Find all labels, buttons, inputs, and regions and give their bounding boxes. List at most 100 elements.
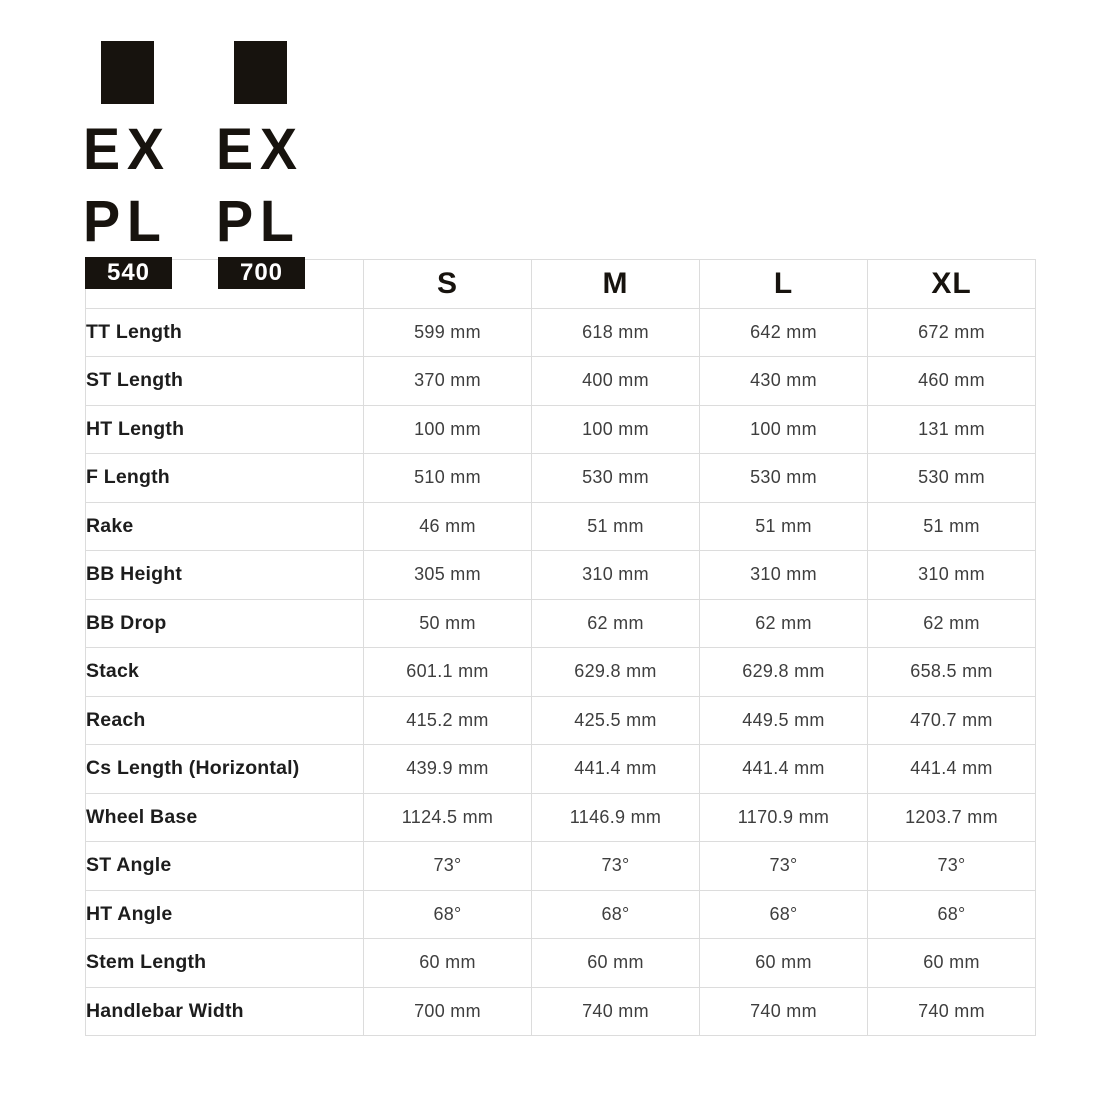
geometry-value-cell: 68° [363,889,532,939]
geometry-value-cell: 46 mm [363,501,532,551]
geometry-value-cell: 73° [531,841,700,891]
geometry-value-cell: 618 mm [531,307,700,357]
geometry-value-cell: 425.5 mm [531,695,700,745]
row-label: BB Drop [85,598,364,648]
geometry-value-cell: 305 mm [363,550,532,600]
row-label: ST Angle [85,841,364,891]
table-row: F Length 510 mm 530 mm 530 mm 530 mm [85,453,1036,503]
row-label: Handlebar Width [85,986,364,1036]
geometry-value-cell: 1146.9 mm [531,792,700,842]
geometry-value-cell: 310 mm [531,550,700,600]
geometry-value-cell: 740 mm [699,986,868,1036]
row-label: Stack [85,647,364,697]
geometry-value-cell: 439.9 mm [363,744,532,794]
table-row: Cs Length (Horizontal) 439.9 mm 441.4 mm 44… [85,744,1036,794]
geometry-value-cell: 601.1 mm [363,647,532,697]
geometry-value-cell: 1203.7 mm [867,792,1036,842]
geometry-value-cell: 50 mm [363,598,532,648]
row-label: F Length [85,453,364,503]
row-label: ST Length [85,356,364,406]
logo-word-top: EX [216,117,304,182]
table-row: Stack 601.1 mm 629.8 mm 629.8 mm 658.5 mm [85,647,1036,697]
table-row: HT Angle 68° 68° 68° 68° [85,889,1036,939]
geometry-value-cell: 672 mm [867,307,1036,357]
geometry-value-cell: 400 mm [531,356,700,406]
logo-expl-700: EX PL 700 [216,41,306,291]
logo-expl-540: EX PL 540 [83,41,173,291]
geometry-value-cell: 51 mm [867,501,1036,551]
table-row: Stem Length 60 mm 60 mm 60 mm 60 mm [85,938,1036,988]
geometry-value-cell: 62 mm [699,598,868,648]
geometry-value-cell: 629.8 mm [699,647,868,697]
geometry-value-cell: 415.2 mm [363,695,532,745]
row-label: TT Length [85,307,364,357]
geometry-value-cell: 60 mm [363,938,532,988]
logo-word-top: EX [83,117,171,182]
brand-square-icon [234,41,287,104]
geometry-value-cell: 510 mm [363,453,532,503]
geometry-value-cell: 73° [699,841,868,891]
geometry-value-cell: 62 mm [531,598,700,648]
geometry-value-cell: 740 mm [867,986,1036,1036]
geometry-value-cell: 60 mm [531,938,700,988]
geometry-value-cell: 441.4 mm [867,744,1036,794]
geometry-value-cell: 310 mm [699,550,868,600]
geometry-value-cell: 658.5 mm [867,647,1036,697]
logo-word-bottom: PL [216,189,301,254]
model-size-badge-540: 540 [85,257,172,289]
geometry-value-cell: 51 mm [699,501,868,551]
row-label: Stem Length [85,938,364,988]
size-column-header-s: S [363,259,532,309]
geometry-value-cell: 460 mm [867,356,1036,406]
row-label: Cs Length (Horizontal) [85,744,364,794]
geometry-value-cell: 642 mm [699,307,868,357]
geometry-value-cell: 430 mm [699,356,868,406]
size-column-header-l: L [699,259,868,309]
row-label: Reach [85,695,364,745]
geometry-value-cell: 100 mm [699,404,868,454]
row-label: Rake [85,501,364,551]
size-column-header-m: M [531,259,700,309]
table-body: TT Length 599 mm 618 mm 642 mm 672 mm ST Leng… [85,307,1036,1036]
geometry-value-cell: 700 mm [363,986,532,1036]
geometry-value-cell: 1170.9 mm [699,792,868,842]
geometry-value-cell: 131 mm [867,404,1036,454]
geometry-value-cell: 449.5 mm [699,695,868,745]
geometry-value-cell: 1124.5 mm [363,792,532,842]
table-row: Wheel Base 1124.5 mm 1146.9 mm 1170.9 mm 120… [85,792,1036,842]
geometry-value-cell: 100 mm [531,404,700,454]
row-label: HT Length [85,404,364,454]
geometry-value-cell: 370 mm [363,356,532,406]
geometry-value-cell: 73° [363,841,532,891]
geometry-value-cell: 73° [867,841,1036,891]
row-label: Wheel Base [85,792,364,842]
row-label: HT Angle [85,889,364,939]
geometry-value-cell: 599 mm [363,307,532,357]
geometry-value-cell: 62 mm [867,598,1036,648]
model-size-badge-700: 700 [218,257,305,289]
geometry-value-cell: 68° [531,889,700,939]
row-label: BB Height [85,550,364,600]
geometry-value-cell: 629.8 mm [531,647,700,697]
geometry-value-cell: 530 mm [531,453,700,503]
geometry-value-cell: 60 mm [867,938,1036,988]
table-row: Handlebar Width 700 mm 740 mm 740 mm 740 mm [85,986,1036,1036]
table-row: HT Length 100 mm 100 mm 100 mm 131 mm [85,404,1036,454]
geometry-value-cell: 441.4 mm [531,744,700,794]
logo-word-bottom: PL [83,189,168,254]
geometry-value-cell: 60 mm [699,938,868,988]
geometry-value-cell: 470.7 mm [867,695,1036,745]
table-row: BB Height 305 mm 310 mm 310 mm 310 mm [85,550,1036,600]
table-row: ST Length 370 mm 400 mm 430 mm 460 mm [85,356,1036,406]
table-row: ST Angle 73° 73° 73° 73° [85,841,1036,891]
geometry-value-cell: 530 mm [867,453,1036,503]
geometry-value-cell: 51 mm [531,501,700,551]
geometry-value-cell: 310 mm [867,550,1036,600]
geometry-value-cell: 530 mm [699,453,868,503]
geometry-table: S M L XL TT Length 599 mm 618 mm 642 mm 672 mm S… [85,259,1036,1036]
table-row: TT Length 599 mm 618 mm 642 mm 672 mm [85,307,1036,357]
geometry-value-cell: 441.4 mm [699,744,868,794]
table-row: Reach 415.2 mm 425.5 mm 449.5 mm 470.7 mm [85,695,1036,745]
geometry-value-cell: 100 mm [363,404,532,454]
size-column-header-xl: XL [867,259,1036,309]
